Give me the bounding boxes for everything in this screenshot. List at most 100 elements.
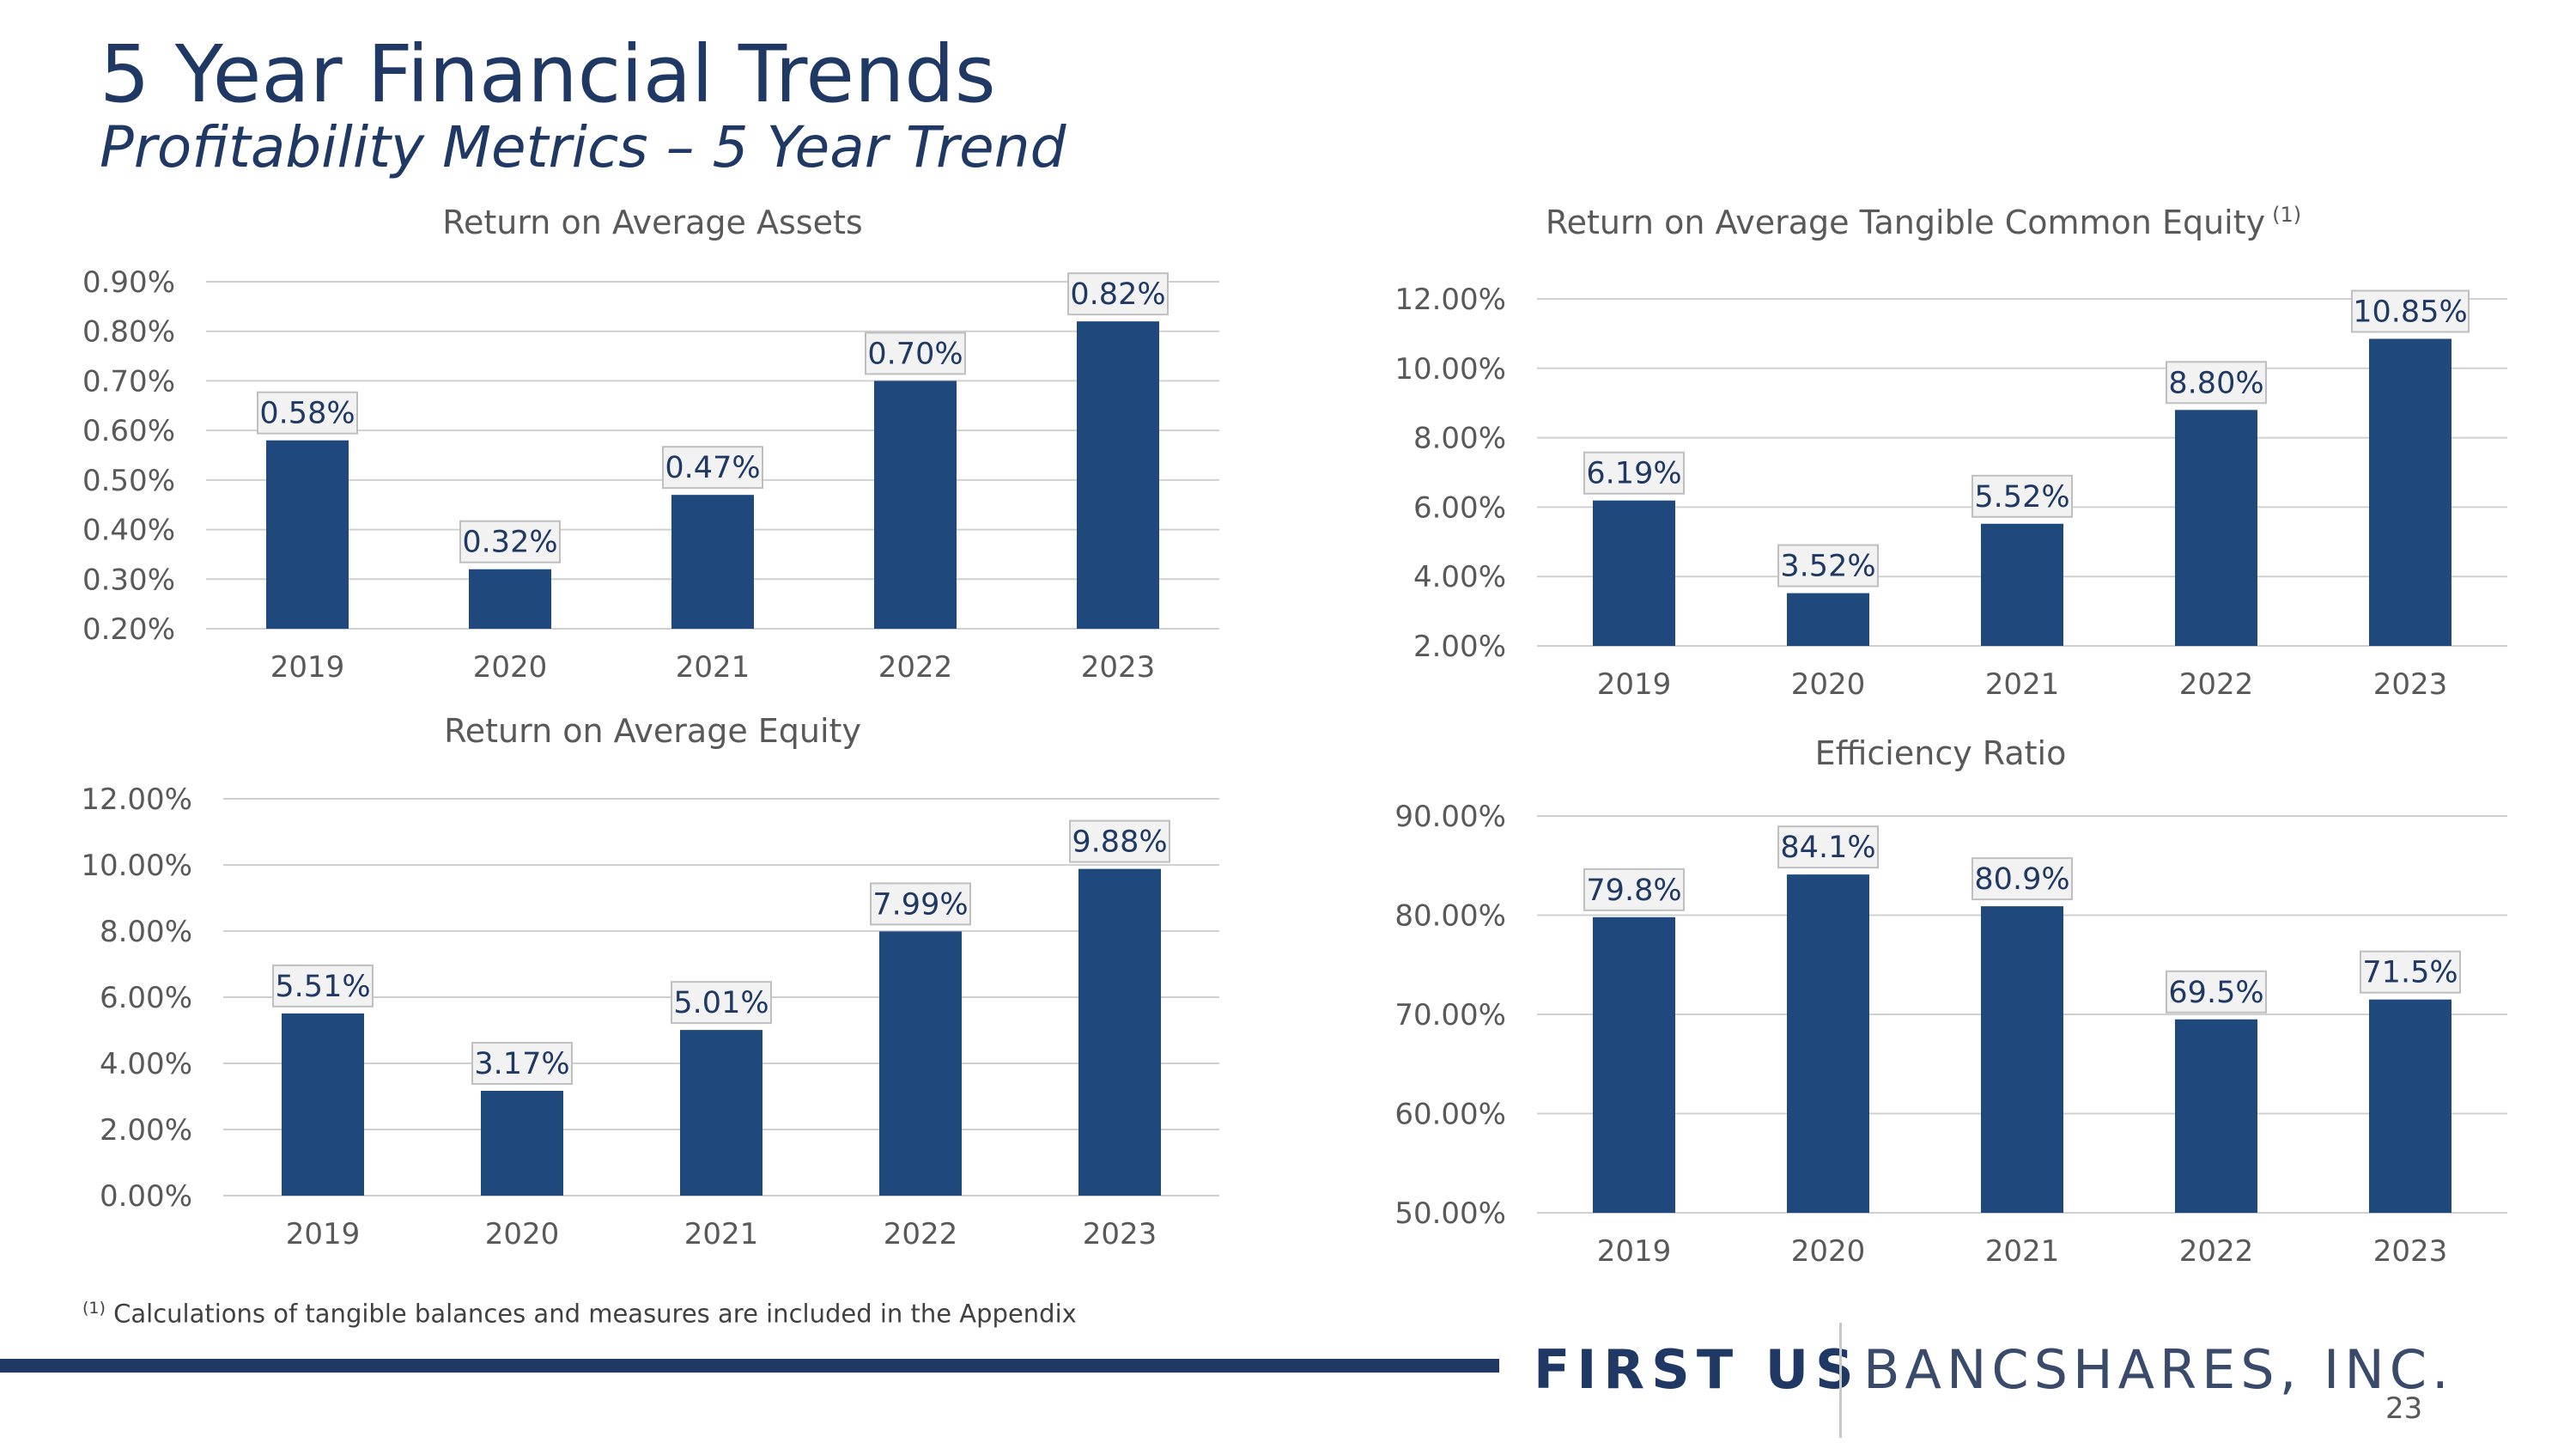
y-tick-label: 12.00% — [81, 782, 192, 817]
data-label-box — [870, 882, 971, 926]
bar — [469, 569, 551, 629]
page-number: 23 — [2385, 1391, 2423, 1426]
data-label-box — [2166, 361, 2267, 405]
bar — [879, 931, 962, 1196]
chart-return-on-average-assets: Return on Average Assets 0.20% 0.30% 0.40% 0… — [82, 204, 1219, 685]
data-label-text: 71.5% — [2362, 956, 2458, 990]
data-label: 79.8% — [1583, 868, 1685, 911]
y-tick-label: 0.80% — [82, 315, 175, 350]
data-label-text: 5.51% — [275, 970, 370, 1004]
y-tick-label: 6.00% — [1413, 490, 1506, 525]
data-label: 10.85% — [2351, 289, 2470, 333]
data-label-box — [1583, 868, 1685, 911]
data-label-box — [662, 446, 763, 490]
bar — [266, 440, 349, 629]
page-subtitle: Profitability Metrics – 5 Year Trend — [100, 114, 1066, 180]
data-label-box — [2360, 950, 2461, 994]
x-tick-label: 2019 — [1597, 667, 1672, 702]
x-tick-label: 2022 — [884, 1217, 958, 1251]
data-label: 71.5% — [2360, 950, 2461, 994]
data-label: 5.51% — [272, 964, 374, 1008]
chart-efficiency-ratio: Efficiency Ratio 50.00% 60.00% 70.00% 80.00%… — [1394, 734, 2507, 1269]
data-label: 5.01% — [671, 981, 772, 1025]
data-label: 5.52% — [1971, 474, 2073, 518]
data-label-box — [459, 520, 561, 563]
data-label-text: 0.70% — [867, 337, 963, 371]
y-tick-label: 0.00% — [100, 1179, 192, 1214]
data-label-box — [1777, 825, 1879, 869]
bar — [2369, 338, 2451, 646]
bar — [1787, 593, 1869, 646]
page-title: 5 Year Financial Trends — [100, 28, 996, 120]
data-label-text: 80.9% — [1974, 862, 2069, 897]
bar — [1787, 874, 1869, 1213]
y-tick-label: 90.00% — [1394, 800, 1506, 834]
data-label: 0.82% — [1067, 272, 1169, 316]
data-label-text: 69.5% — [2168, 976, 2263, 1010]
x-tick-label: 2020 — [1791, 1234, 1866, 1269]
data-label-box — [1069, 819, 1170, 863]
y-tick-label: 8.00% — [1413, 422, 1506, 456]
y-tick-label: 0.20% — [82, 612, 175, 647]
data-label-box — [1971, 474, 2073, 518]
data-label-text: 79.8% — [1586, 874, 1681, 908]
x-tick-label: 2023 — [1083, 1217, 1157, 1251]
data-label-text: 6.19% — [1586, 457, 1681, 491]
bar — [1981, 523, 2063, 646]
data-label-box — [257, 391, 358, 435]
y-tick-label: 8.00% — [100, 915, 192, 949]
chart-return-on-average-equity: Return on Average Equity 0.00% 2.00% 4.00% 6… — [81, 712, 1219, 1251]
data-label-text: 7.99% — [872, 887, 968, 922]
chart-title: Return on Average Tangible Common Equity… — [1546, 203, 2301, 241]
logo-separator — [1839, 1323, 1842, 1438]
footnote-text: Calculations of tangible balances and me… — [105, 1299, 1077, 1329]
y-tick-label: 0.70% — [82, 364, 175, 399]
bar — [2369, 999, 2451, 1213]
data-label: 0.32% — [459, 520, 561, 563]
x-tick-label: 2023 — [2373, 667, 2448, 702]
x-tick-label: 2019 — [1597, 1234, 1672, 1269]
y-tick-label: 80.00% — [1394, 899, 1506, 934]
y-tick-label: 10.00% — [1394, 352, 1506, 387]
x-tick-label: 2019 — [286, 1217, 361, 1251]
data-label-box — [1777, 544, 1879, 588]
chart-title: Efficiency Ratio — [1815, 734, 2067, 772]
y-tick-label: 4.00% — [1413, 560, 1506, 594]
y-tick-label: 6.00% — [100, 981, 192, 1015]
data-label: 69.5% — [2166, 970, 2267, 1014]
x-tick-label: 2020 — [485, 1217, 560, 1251]
data-label-box — [2166, 970, 2267, 1014]
x-tick-label: 2023 — [1081, 650, 1156, 685]
footnote: (1) Calculations of tangible balances an… — [82, 1299, 1077, 1329]
data-label: 8.80% — [2166, 361, 2267, 405]
chart-title: Return on Average Equity — [444, 712, 861, 750]
x-tick-label: 2022 — [2179, 1234, 2254, 1269]
data-label-text: 0.32% — [462, 526, 557, 560]
bar — [1078, 868, 1161, 1196]
y-tick-label: 2.00% — [100, 1113, 192, 1148]
y-tick-label: 0.60% — [82, 414, 175, 448]
y-tick-label: 0.40% — [82, 514, 175, 548]
data-label: 3.17% — [471, 1041, 573, 1085]
y-tick-label: 10.00% — [81, 849, 192, 883]
x-tick-label: 2022 — [2179, 667, 2254, 702]
data-label-text: 8.80% — [2168, 366, 2263, 400]
y-tick-label: 60.00% — [1394, 1098, 1506, 1132]
bar — [282, 1013, 364, 1196]
data-label: 7.99% — [870, 882, 971, 926]
data-label-box — [272, 964, 374, 1008]
data-label-box — [1067, 272, 1169, 316]
data-label-text: 5.52% — [1974, 480, 2069, 514]
data-label-box — [865, 332, 966, 375]
data-label-text: 0.58% — [259, 397, 355, 431]
x-tick-label: 2021 — [676, 650, 750, 685]
x-tick-label: 2020 — [473, 650, 548, 685]
y-tick-label: 0.50% — [82, 464, 175, 498]
data-label-box — [471, 1041, 573, 1085]
bar — [671, 495, 754, 629]
data-label: 0.47% — [662, 446, 763, 490]
y-tick-label: 70.00% — [1394, 998, 1506, 1032]
x-tick-label: 2021 — [1985, 1234, 2060, 1269]
data-label: 3.52% — [1777, 544, 1879, 588]
y-tick-label: 2.00% — [1413, 630, 1506, 664]
